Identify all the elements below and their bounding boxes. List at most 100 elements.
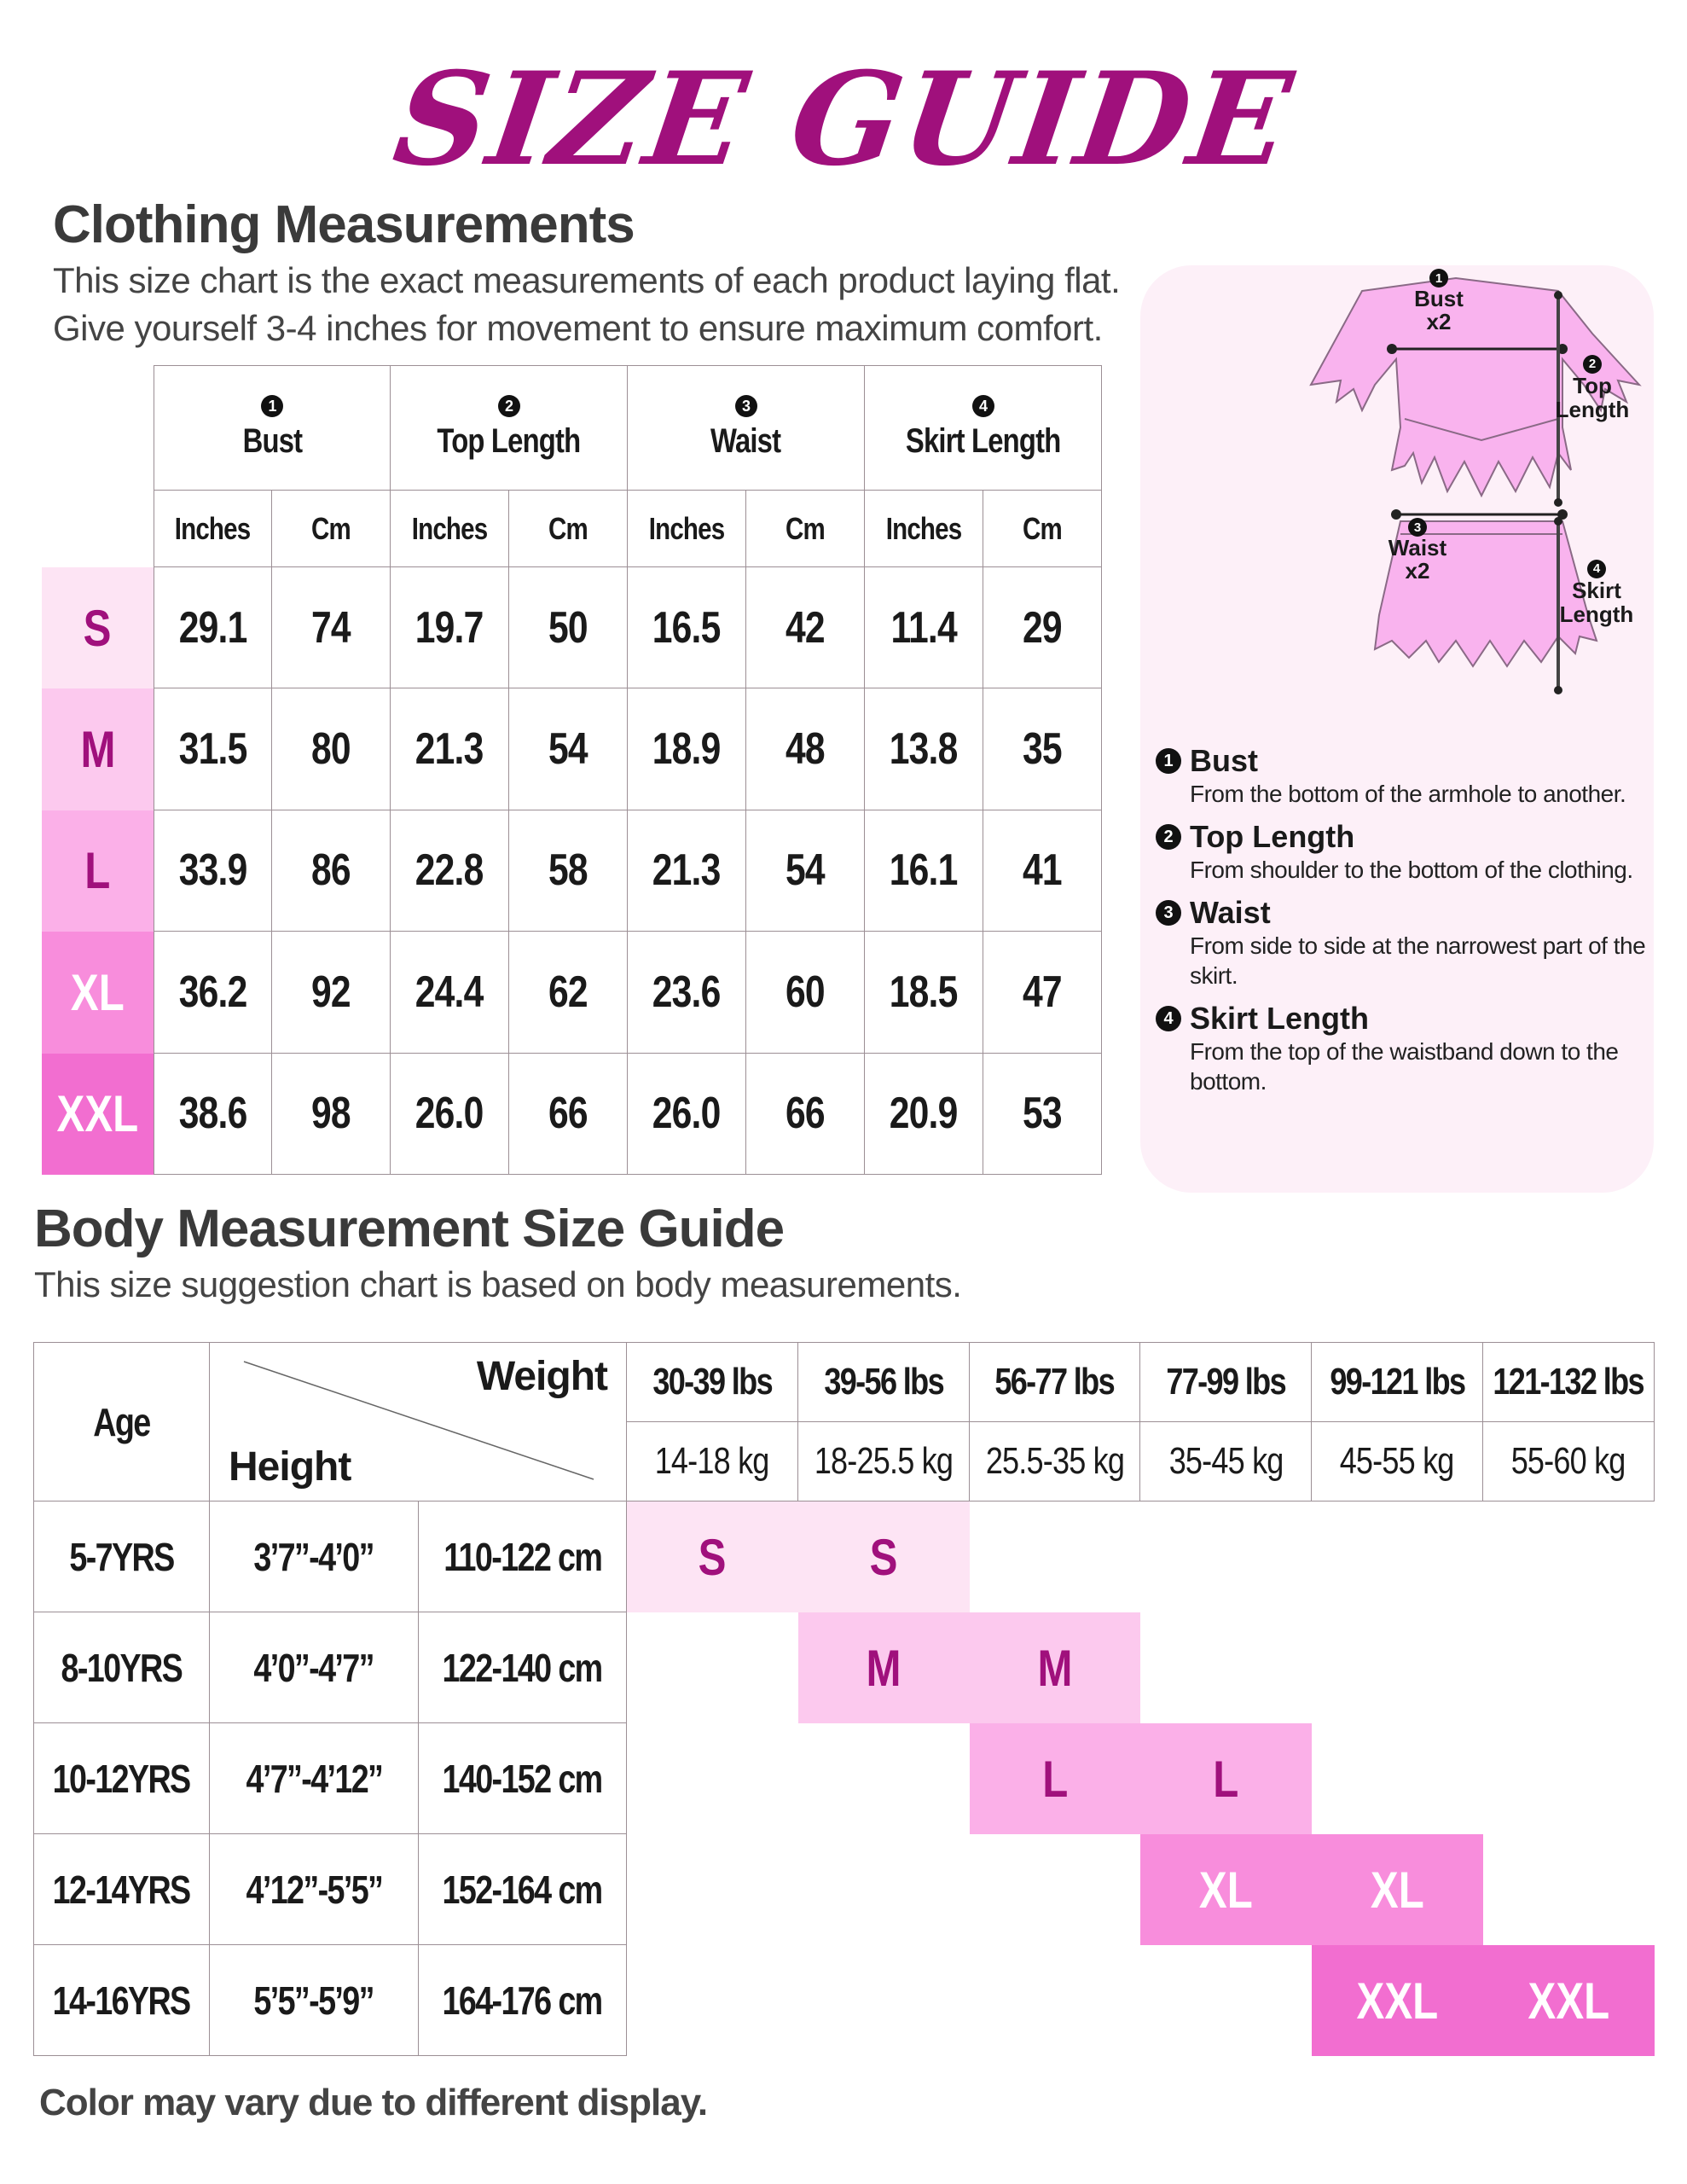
- weight-lbs-header: 121-132 lbs: [1482, 1343, 1655, 1422]
- table-cell-text: 48: [786, 724, 826, 775]
- table-cell: 48: [746, 688, 865, 810]
- unit-header-text: Inches: [175, 510, 251, 546]
- column-header-bust: 1 Bust: [154, 365, 391, 491]
- unit-header: Inches: [628, 491, 746, 567]
- age-cell: 12-14YRS: [34, 1834, 210, 1945]
- recommended-size-text: XL: [1199, 1861, 1254, 1919]
- table-cell: 92: [272, 932, 391, 1054]
- body-measurement-table: Age Weight Height 30-39 lbs 39-56 lbs 56-77 l…: [33, 1342, 1655, 2056]
- table-cell-text: 19.7: [415, 602, 484, 653]
- height-ft-cell: 3’7”-4’0”: [210, 1502, 419, 1612]
- height-ft-cell-text: 4’7”-4’12”: [246, 1756, 383, 1801]
- table-cell-text: 23.6: [652, 967, 722, 1017]
- recommended-size-text: S: [869, 1528, 898, 1586]
- unit-header-text: Cm: [1023, 510, 1063, 546]
- recommended-size-text: S: [698, 1528, 727, 1586]
- height-label: Height: [229, 1444, 351, 1490]
- recommended-size-text: XXL: [1356, 1972, 1439, 2030]
- table-cell: 35: [983, 688, 1102, 810]
- size-label: XL: [42, 932, 154, 1054]
- definition-title-text: Waist: [1190, 895, 1271, 930]
- table-cell-text: 21.3: [415, 724, 484, 775]
- size-label-text: L: [84, 842, 111, 900]
- table-cell-text: 36.2: [178, 967, 248, 1017]
- height-ft-cell: 4’12”-5’5”: [210, 1834, 419, 1945]
- table-cell-text: 26.0: [415, 1089, 484, 1139]
- weight-lbs-header-text: 121-132 lbs: [1493, 1361, 1645, 1403]
- table-cell: 42: [746, 567, 865, 689]
- age-header: Age: [34, 1343, 210, 1502]
- recommended-size: XXL: [1312, 1945, 1483, 2056]
- weight-kg-header-text: 45-55 kg: [1340, 1440, 1455, 1482]
- table-cell: 31.5: [154, 688, 272, 810]
- clothing-desc-1: This size chart is the exact measurement…: [53, 260, 1121, 300]
- weight-kg-header: 18-25.5 kg: [797, 1422, 970, 1502]
- unit-header-text: Inches: [648, 510, 725, 546]
- page-title: SIZE GUIDE: [386, 44, 1301, 195]
- recommended-size: L: [969, 1723, 1141, 1834]
- number-badge-icon: 2: [1156, 824, 1181, 850]
- definition-title: 1 Bust: [1156, 743, 1646, 779]
- age-cell: 5-7YRS: [34, 1502, 210, 1612]
- table-cell: 36.2: [154, 932, 272, 1054]
- height-cm-cell-text: 152-164 cm: [442, 1867, 604, 1912]
- height-cm-cell: 110-122 cm: [419, 1502, 627, 1612]
- table-cell-text: 54: [786, 845, 826, 896]
- age-cell-text: 12-14YRS: [53, 1867, 192, 1912]
- recommended-size-text: M: [866, 1639, 901, 1697]
- table-cell: 74: [272, 567, 391, 689]
- definition-title-text: Top Length: [1190, 819, 1355, 854]
- table-cell: 16.1: [865, 810, 983, 932]
- table-cell: 50: [509, 567, 628, 689]
- age-cell: 14-16YRS: [34, 1945, 210, 2056]
- column-label: Bust: [242, 422, 302, 460]
- weight-lbs-header: 39-56 lbs: [797, 1343, 970, 1422]
- unit-header: Cm: [509, 491, 628, 567]
- definition-title-text: Skirt Length: [1190, 1001, 1370, 1036]
- table-cell-text: 98: [311, 1089, 351, 1139]
- size-label: XXL: [42, 1053, 154, 1175]
- definition-title-text: Bust: [1190, 743, 1258, 778]
- number-badge-icon: 4: [971, 395, 994, 417]
- table-cell-text: 35: [1023, 724, 1063, 775]
- weight-kg-header-text: 14-18 kg: [654, 1440, 770, 1482]
- table-cell-text: 58: [548, 845, 588, 896]
- table-cell-text: 16.5: [652, 602, 722, 653]
- table-cell-text: 21.3: [652, 845, 722, 896]
- age-cell-text: 10-12YRS: [53, 1756, 192, 1801]
- weight-kg-header-text: 25.5-35 kg: [985, 1440, 1124, 1482]
- size-label: M: [42, 688, 154, 810]
- number-badge-icon: 1: [1156, 748, 1181, 774]
- weight-label: Weight: [476, 1354, 608, 1399]
- recommended-size-text: M: [1037, 1639, 1073, 1697]
- table-cell: 62: [509, 932, 628, 1054]
- recommended-size: XL: [1140, 1834, 1313, 1945]
- weight-kg-header-text: 35-45 kg: [1168, 1440, 1284, 1482]
- definition-desc: From the bottom of the armhole to anothe…: [1190, 781, 1626, 807]
- table-cell-text: 66: [786, 1089, 826, 1139]
- weight-lbs-header: 77-99 lbs: [1140, 1343, 1313, 1422]
- height-cm-cell-text: 122-140 cm: [442, 1645, 604, 1690]
- table-cell-text: 33.9: [178, 845, 248, 896]
- weight-kg-header: 35-45 kg: [1140, 1422, 1313, 1502]
- column-header-top-length: 2 Top Length: [391, 365, 628, 491]
- table-cell: 60: [746, 932, 865, 1054]
- corner-cell: [42, 365, 154, 567]
- recommended-size: S: [627, 1502, 798, 1612]
- table-cell-text: 18.9: [652, 724, 722, 775]
- table-cell-text: 13.8: [890, 724, 959, 775]
- age-cell-text: 5-7YRS: [69, 1534, 175, 1579]
- size-label-text: M: [79, 721, 115, 779]
- table-cell-text: 86: [311, 845, 351, 896]
- age-cell: 10-12YRS: [34, 1723, 210, 1834]
- clothing-desc-2: Give yourself 3-4 inches for movement to…: [53, 308, 1103, 348]
- height-ft-cell-text: 5’5”-5’9”: [253, 1978, 375, 2023]
- weight-lbs-header-text: 39-56 lbs: [823, 1361, 944, 1403]
- weight-kg-header: 55-60 kg: [1482, 1422, 1655, 1502]
- age-cell-text: 8-10YRS: [61, 1645, 183, 1690]
- table-cell: 38.6: [154, 1053, 272, 1175]
- unit-header: Inches: [865, 491, 983, 567]
- clothing-heading: Clothing Measurements: [53, 195, 635, 254]
- height-weight-header: Weight Height: [210, 1343, 627, 1502]
- table-cell: 19.7: [391, 567, 509, 689]
